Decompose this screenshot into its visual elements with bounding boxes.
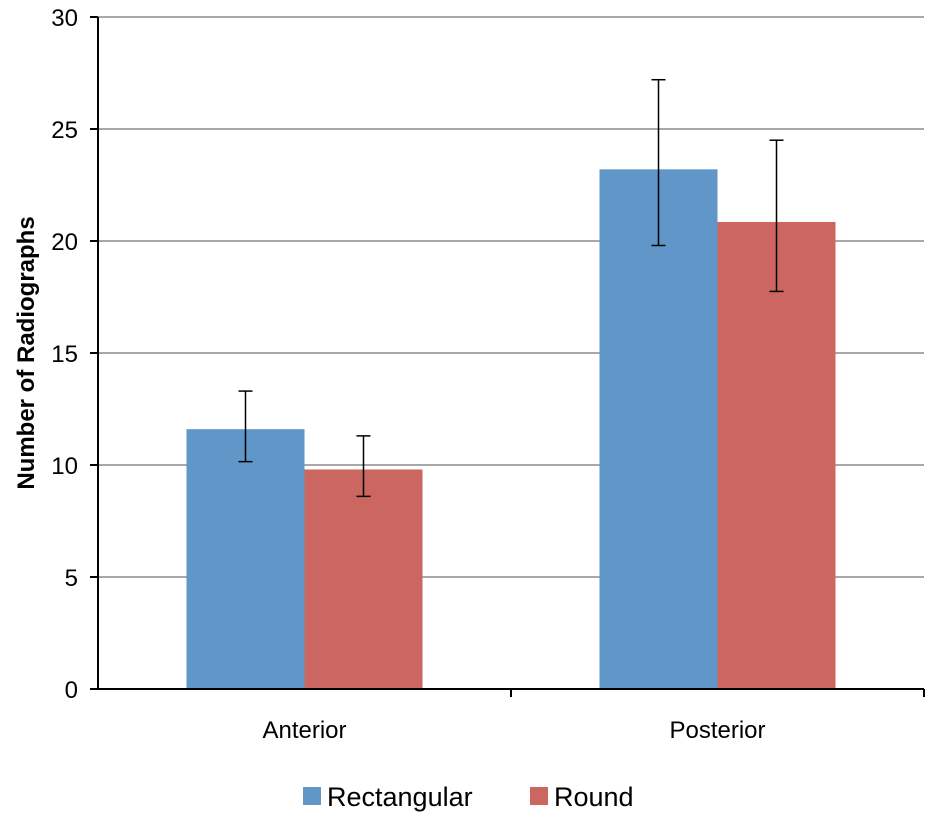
y-tick-label: 30 <box>51 5 78 32</box>
y-tick-label: 25 <box>51 117 78 144</box>
y-tick-label: 15 <box>51 341 78 368</box>
tick-labels: 0 5 10 15 20 25 30 Anterior Posterior <box>51 5 765 744</box>
bar-round-posterior <box>717 221 836 689</box>
y-tick-label: 20 <box>51 229 78 256</box>
y-tick-label: 10 <box>51 453 78 480</box>
bar-round-anterior <box>304 469 423 689</box>
y-tick-label: 0 <box>65 677 78 704</box>
legend-label-round: Round <box>554 782 634 812</box>
error-bars <box>238 78 784 498</box>
bars <box>186 169 836 689</box>
y-tick-label: 5 <box>65 565 78 592</box>
legend-swatch-round <box>530 787 548 805</box>
bar-rectangular-anterior <box>186 429 305 689</box>
y-axis-label: Number of Radiographs <box>13 216 40 489</box>
legend-label-rectangular: Rectangular <box>327 782 473 812</box>
bar-rectangular-posterior <box>599 169 718 689</box>
legend-swatch-rectangular <box>303 787 321 805</box>
x-tick-label: Posterior <box>669 717 765 744</box>
x-tick-label: Anterior <box>262 717 346 744</box>
legend: Rectangular Round <box>303 782 634 812</box>
axes <box>90 16 925 697</box>
